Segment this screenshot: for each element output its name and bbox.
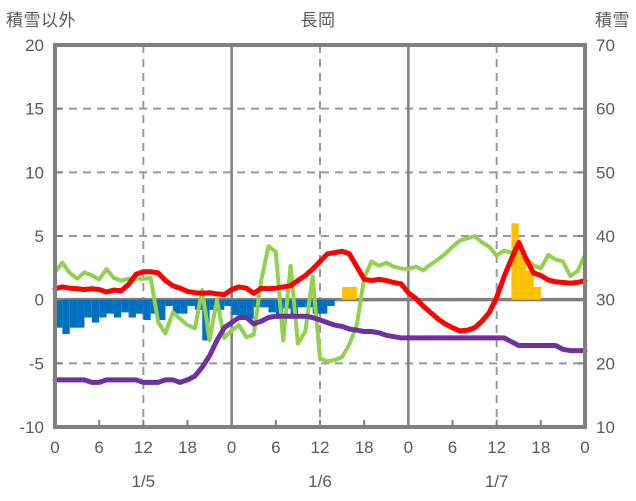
purple-line — [52, 313, 588, 385]
blue-bars — [113, 299, 122, 318]
red-line — [52, 239, 588, 334]
x-axis-tick-label: 0 — [404, 438, 413, 457]
orange-bars — [511, 223, 519, 300]
orange-bars — [342, 286, 350, 300]
right-axis-tick-label: 30 — [596, 291, 615, 310]
blue-bars — [121, 299, 129, 313]
orange-bars — [526, 270, 534, 300]
left-axis-tick-label: -5 — [29, 354, 44, 373]
blue-bars — [224, 299, 232, 307]
blue-bars — [261, 299, 269, 308]
orange-bars — [518, 255, 527, 300]
right-axis-title: 積雪 — [595, 11, 630, 30]
blue-bars — [209, 299, 217, 310]
x-axis-tick-label: 18 — [531, 438, 550, 457]
x-axis-tick-label: 0 — [50, 438, 59, 457]
left-axis-title: 積雪以外 — [6, 11, 76, 30]
blue-bars — [246, 299, 254, 319]
date-label: 1/5 — [132, 472, 156, 491]
orange-bars — [349, 286, 357, 300]
blue-bars — [268, 299, 276, 313]
x-axis-tick-label: 18 — [178, 438, 197, 457]
blue-bars — [180, 299, 188, 314]
right-axis-tick-label: 50 — [596, 163, 615, 182]
blue-bars — [77, 299, 85, 328]
right-axis-tick-label: 60 — [596, 100, 615, 119]
x-axis-tick-label: 6 — [94, 438, 103, 457]
blue-bars — [165, 299, 173, 307]
blue-bars — [158, 299, 166, 321]
green-line — [53, 234, 587, 364]
blue-bars — [216, 299, 225, 310]
blue-bars — [297, 299, 306, 308]
orange-bars — [533, 286, 541, 300]
blue-bars — [172, 299, 181, 314]
x-axis-tick-label: 6 — [448, 438, 457, 457]
blue-bars — [320, 299, 328, 314]
blue-bars — [99, 299, 107, 318]
right-axis-tick-label: 20 — [596, 354, 615, 373]
blue-bars — [55, 299, 63, 328]
left-axis-tick-label: 20 — [25, 36, 44, 55]
date-label: 1/7 — [485, 472, 509, 491]
x-axis-tick-label: 12 — [311, 438, 330, 457]
right-axis-tick-label: 40 — [596, 227, 615, 246]
station-title: 長岡 — [300, 11, 336, 30]
blue-bars — [91, 299, 100, 323]
left-axis-tick-label: 5 — [35, 227, 44, 246]
blue-bars — [62, 299, 70, 335]
date-label: 1/6 — [308, 472, 332, 491]
blue-bars — [187, 299, 195, 307]
blue-bars — [106, 299, 114, 314]
blue-bars — [128, 299, 136, 318]
blue-bars — [327, 299, 335, 307]
blue-bars — [69, 299, 78, 328]
left-axis-tick-label: 15 — [25, 100, 44, 119]
right-axis-tick-label: 10 — [596, 418, 615, 437]
blue-bars — [239, 299, 247, 319]
x-axis-tick-label: 0 — [227, 438, 236, 457]
x-axis-tick-label: 12 — [487, 438, 506, 457]
x-axis-tick-label: 0 — [580, 438, 589, 457]
blue-bars — [143, 299, 151, 321]
left-axis-tick-label: -10 — [19, 418, 44, 437]
blue-bars — [231, 299, 240, 315]
x-axis-tick-label: 6 — [271, 438, 280, 457]
x-axis-tick-label: 12 — [134, 438, 153, 457]
right-axis-tick-label: 70 — [596, 36, 615, 55]
blue-bars — [135, 299, 144, 314]
left-axis-tick-label: 10 — [25, 163, 44, 182]
blue-bars — [84, 299, 92, 318]
left-axis-tick-label: 0 — [35, 291, 44, 310]
x-axis-tick-label: 18 — [355, 438, 374, 457]
